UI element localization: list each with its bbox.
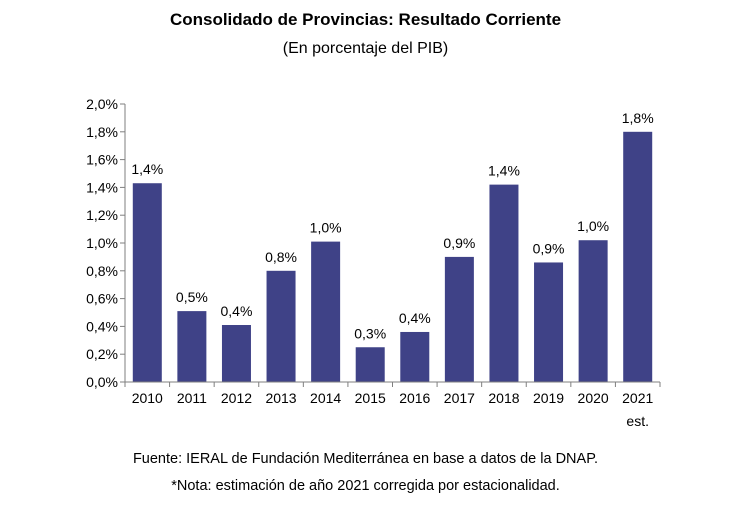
y-tick-label: 1,0% bbox=[86, 235, 118, 251]
y-tick-label: 0,8% bbox=[86, 263, 118, 279]
x-tick-label-2020: 2020 bbox=[578, 390, 609, 406]
data-label-2013: 0,8% bbox=[265, 249, 297, 265]
x-tick-label-2017: 2017 bbox=[444, 390, 475, 406]
data-label-2010: 1,4% bbox=[131, 161, 163, 177]
data-label-2019: 0,9% bbox=[533, 240, 565, 256]
y-tick-label: 1,4% bbox=[86, 179, 118, 195]
estimation-note: *Nota: estimación de año 2021 corregida … bbox=[171, 478, 560, 494]
bar-2012 bbox=[221, 325, 251, 382]
y-tick-label: 1,8% bbox=[86, 124, 118, 140]
bar-2018 bbox=[489, 184, 519, 382]
x-tick-label-2012: 2012 bbox=[221, 390, 252, 406]
chart-title: Consolidado de Provincias: Resultado Cor… bbox=[169, 10, 562, 29]
bar-2019 bbox=[534, 262, 564, 382]
bar-2014 bbox=[311, 241, 341, 382]
data-label-2020: 1,0% bbox=[577, 218, 609, 234]
x-tick-label-2018: 2018 bbox=[488, 390, 519, 406]
data-label-2021: 1,8% bbox=[622, 110, 654, 126]
chart-subtitle: (En porcentaje del PIB) bbox=[282, 40, 449, 57]
bar-2011 bbox=[177, 311, 207, 382]
y-tick-label: 1,6% bbox=[86, 152, 118, 168]
x-tick-label-2015: 2015 bbox=[355, 390, 386, 406]
bar-2020 bbox=[578, 240, 608, 382]
y-tick-label: 2,0% bbox=[86, 96, 118, 112]
source-note: Fuente: IERAL de Fundación Mediterránea … bbox=[132, 451, 599, 467]
y-tick-label: 0,6% bbox=[86, 291, 118, 307]
y-tick-label: 1,2% bbox=[86, 207, 118, 223]
data-label-2016: 0,4% bbox=[399, 310, 431, 326]
data-label-2018: 1,4% bbox=[488, 163, 520, 179]
data-label-2014: 1,0% bbox=[310, 220, 342, 236]
y-tick-label: 0,0% bbox=[86, 374, 118, 390]
x-tick-label-2010: 2010 bbox=[132, 390, 163, 406]
y-tick-label: 0,2% bbox=[86, 346, 118, 362]
x-tick-sublabel: est. bbox=[626, 413, 649, 429]
bars-group: 1,4% 0,5% 0,4% 0,8% 1,0% 0,3% 0,4% 0,9% 1,4% 0,9%… bbox=[131, 110, 654, 382]
bar-2010 bbox=[132, 183, 162, 382]
data-label-2012: 0,4% bbox=[220, 303, 252, 319]
data-label-2015: 0,3% bbox=[354, 325, 386, 341]
bar-2016 bbox=[400, 331, 430, 382]
x-tick-label-2011: 2011 bbox=[177, 390, 207, 406]
bar-2015 bbox=[355, 347, 385, 382]
x-tick-label-2014: 2014 bbox=[310, 390, 341, 406]
y-tick-label: 0,4% bbox=[86, 318, 118, 334]
x-tick-label-2021: 2021 bbox=[622, 390, 653, 406]
bar-2021 bbox=[623, 131, 653, 382]
x-tick-label-2019: 2019 bbox=[533, 390, 564, 406]
bar-2017 bbox=[444, 256, 474, 382]
data-label-2011: 0,5% bbox=[176, 289, 208, 305]
x-tick-label-2013: 2013 bbox=[265, 390, 296, 406]
data-label-2017: 0,9% bbox=[443, 235, 475, 251]
axes-group: 0,0% 0,2% 0,4% 0,6% 0,8% 1,0% 1,2% 1,4% 1,6% 1,8%… bbox=[86, 96, 661, 429]
bar-2013 bbox=[266, 270, 296, 382]
x-tick-label-2016: 2016 bbox=[399, 390, 430, 406]
